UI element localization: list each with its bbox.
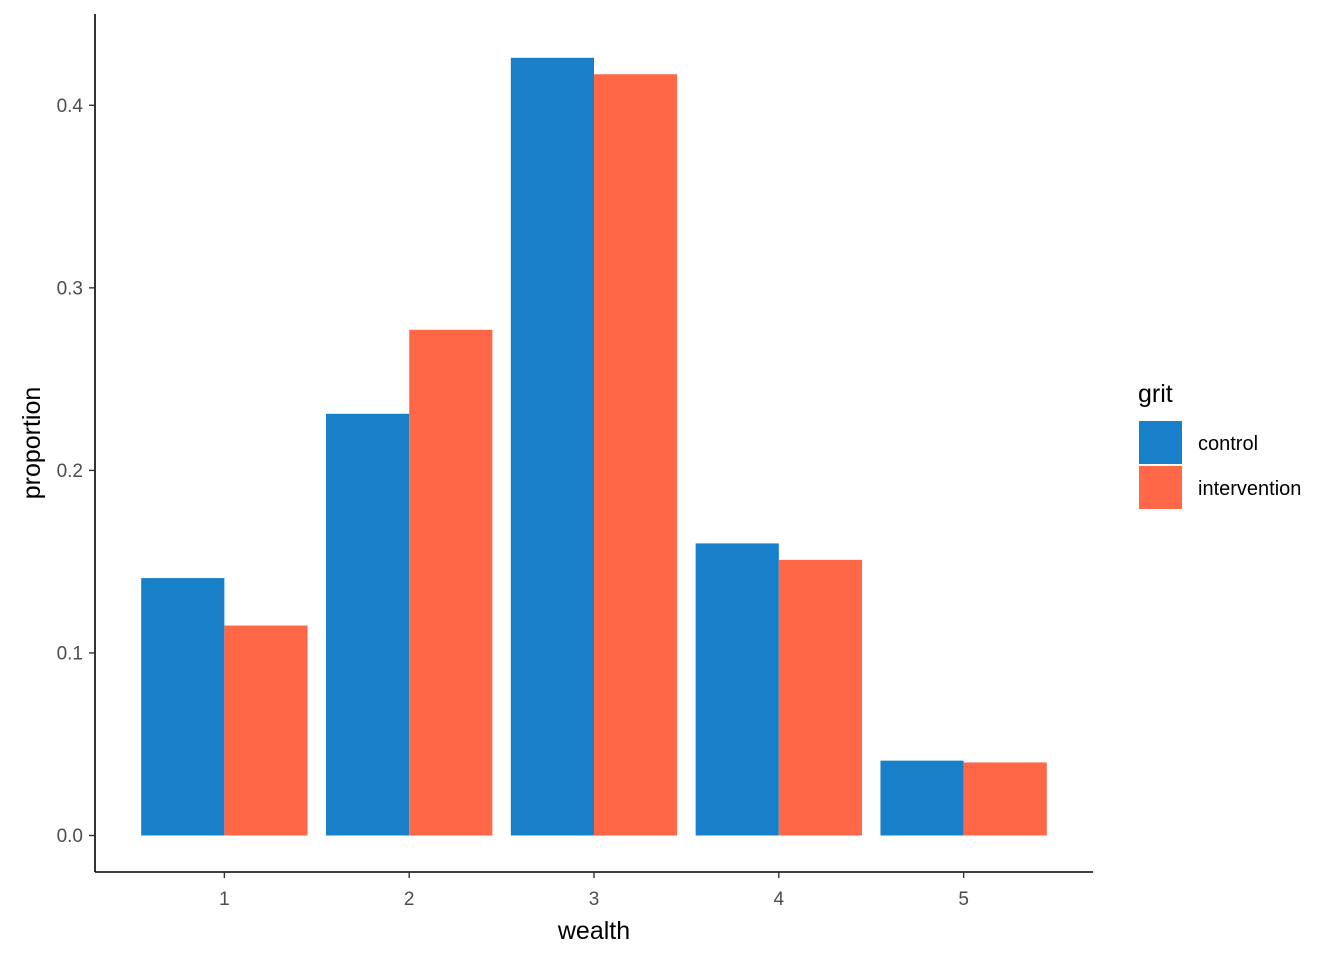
y-axis-title: proportion [18, 387, 46, 500]
x-axis-title: wealth [557, 917, 630, 945]
x-ticks-group: 1 2 3 4 5 [219, 872, 969, 910]
y-tick-label: 0.4 [57, 96, 84, 117]
bar-control-2 [326, 413, 410, 836]
legend-items-group: control intervention [1139, 421, 1301, 509]
bar-control-3 [510, 57, 594, 836]
legend: grit control intervention [1138, 380, 1301, 509]
x-tick-label: 1 [219, 889, 230, 910]
bar-control-4 [695, 543, 779, 836]
bar-control-1 [141, 578, 225, 836]
y-tick-label: 0.3 [57, 278, 83, 299]
legend-key-intervention [1139, 466, 1182, 509]
legend-title: grit [1138, 380, 1173, 408]
legend-label-control: control [1198, 433, 1258, 455]
y-ticks-group: 0.0 0.1 0.2 0.3 0.4 [57, 96, 95, 847]
x-tick-label: 3 [589, 889, 600, 910]
x-tick-label: 5 [958, 889, 969, 910]
bar-intervention-4 [778, 559, 862, 836]
bar-control-5 [880, 760, 964, 836]
bar-intervention-5 [963, 762, 1047, 836]
bar-intervention-3 [594, 74, 678, 836]
bar-intervention-2 [409, 329, 493, 836]
legend-key-control [1139, 421, 1182, 464]
x-tick-label: 2 [404, 889, 415, 910]
bar-intervention-1 [224, 625, 308, 836]
legend-label-intervention: intervention [1198, 478, 1301, 500]
y-tick-label: 0.0 [57, 826, 83, 847]
bars-group [141, 57, 1047, 836]
x-tick-label: 4 [774, 889, 785, 910]
y-tick-label: 0.1 [57, 643, 83, 664]
y-tick-label: 0.2 [57, 461, 83, 482]
